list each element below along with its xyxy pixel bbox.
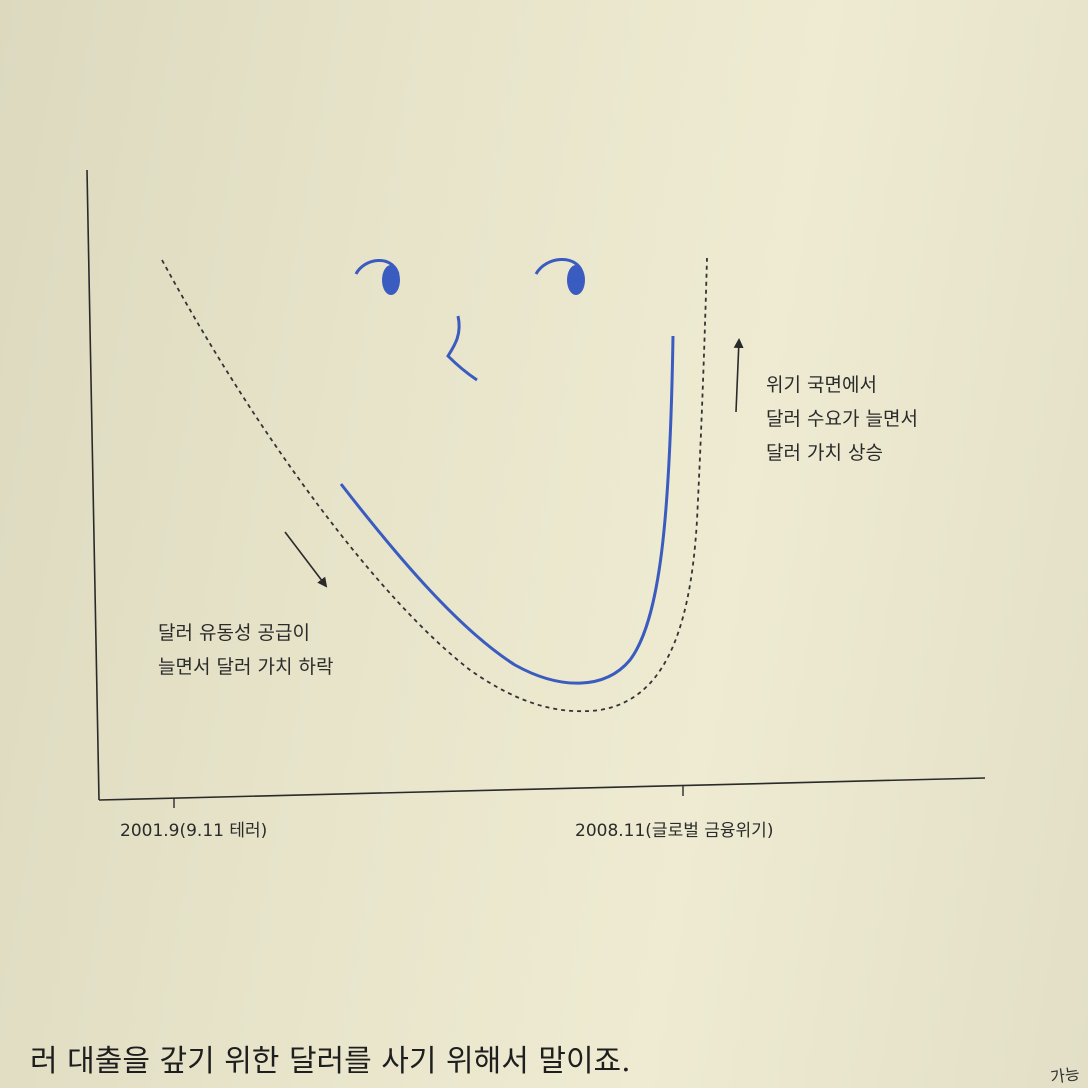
annotation-falling: 달러 유동성 공급이 늘면서 달러 가치 하락 — [158, 616, 333, 684]
nose-icon — [446, 315, 478, 382]
annotation-rising-line-3: 달러 가치 상승 — [766, 442, 883, 464]
arrow-down-right-icon — [284, 531, 328, 588]
dollar-smile-dashed-curve — [161, 257, 708, 713]
body-text-line: 러 대출을 갚기 위한 달러를 사기 위해서 말이죠. — [30, 1044, 631, 1079]
annotation-falling-line-2: 늘면서 달러 가치 하락 — [158, 656, 334, 678]
eye-right-icon — [534, 258, 585, 295]
annotation-rising: 위기 국면에서 달러 수요가 늘면서 달러 가치 상승 — [766, 368, 918, 470]
arrow-up-icon — [733, 338, 744, 413]
eye-left-icon — [354, 259, 400, 295]
x-tick-label-2001: 2001.9(9.11 테러) — [120, 821, 268, 841]
x-axis — [98, 777, 986, 801]
annotation-rising-line-1: 위기 국면에서 — [766, 374, 877, 396]
annotation-falling-line-1: 달러 유동성 공급이 — [158, 622, 310, 644]
y-axis — [86, 169, 100, 801]
annotation-rising-line-2: 달러 수요가 늘면서 — [766, 408, 918, 430]
x-tick-label-2008: 2008.11(글로벌 금융위기) — [575, 821, 774, 841]
corner-text-fragment: 가능 — [1049, 1064, 1081, 1087]
smile-mouth-curve — [339, 335, 675, 685]
